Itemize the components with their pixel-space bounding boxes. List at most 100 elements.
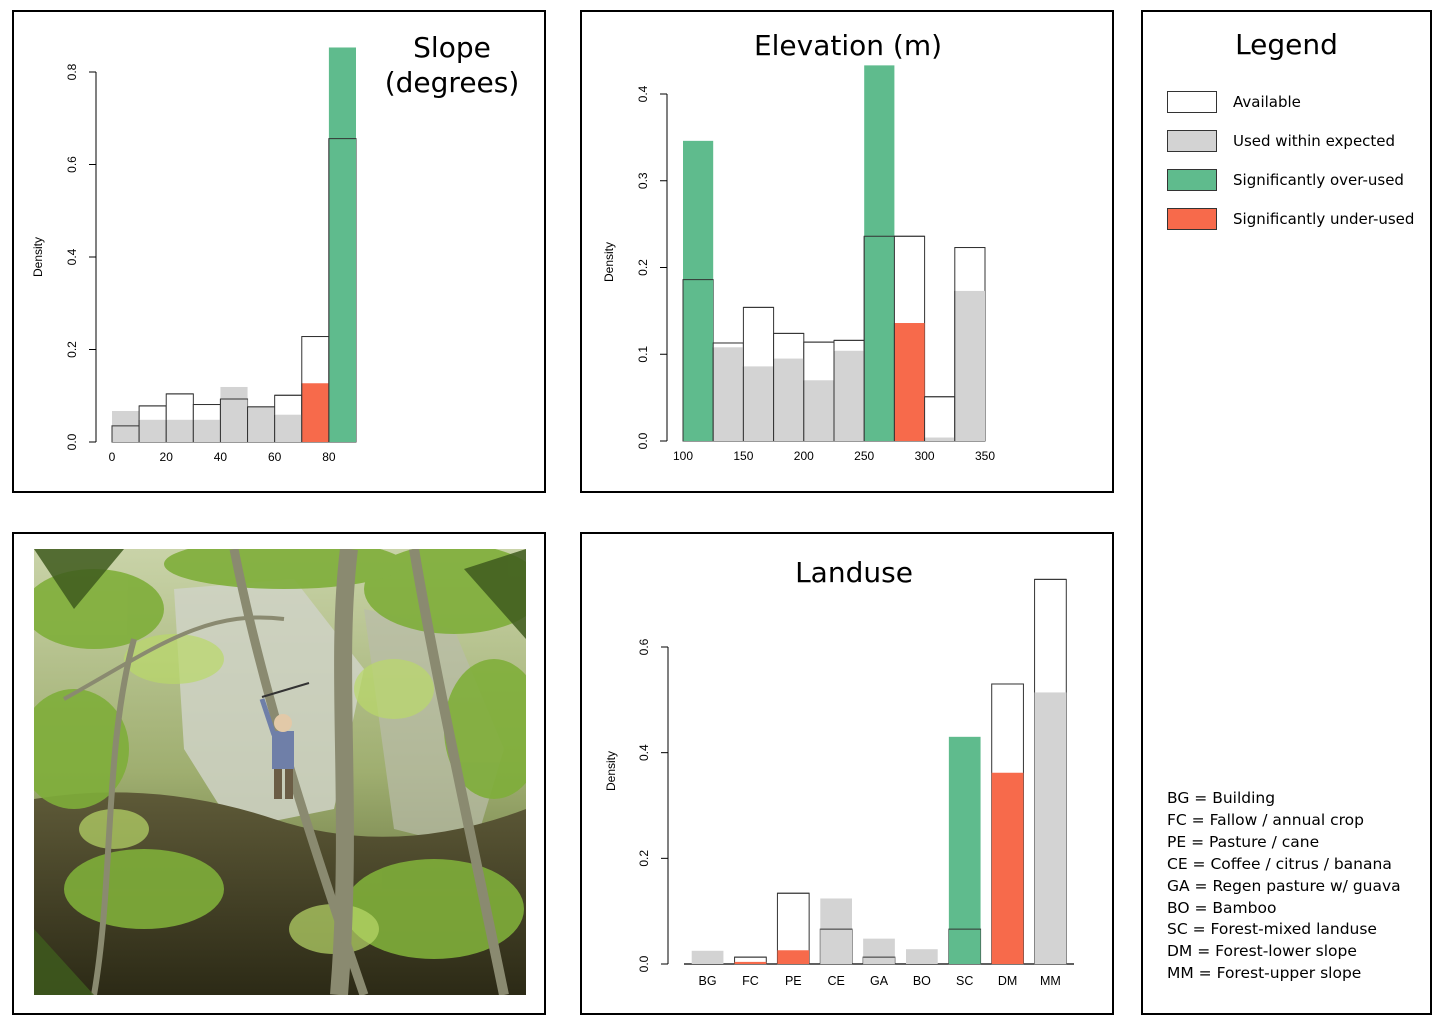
y-axis-label: Density (602, 242, 616, 282)
x-tick-label: 0 (109, 450, 116, 464)
used-bar (139, 419, 167, 442)
legend-label: Used within expected (1233, 132, 1396, 150)
chart-title: Elevation (m) (754, 29, 942, 62)
used-bar (894, 323, 925, 441)
y-tick-label: 0.2 (65, 341, 79, 358)
y-tick-label: 0.3 (636, 172, 650, 189)
used-bar (803, 380, 834, 441)
x-tick-label: 300 (915, 449, 935, 463)
y-axis-label: Density (31, 237, 45, 277)
x-tick-label: 150 (733, 449, 753, 463)
category-label: BO (913, 974, 931, 988)
chart-title: Landuse (795, 556, 913, 589)
elevation-panel: Elevation (m) 0.0 0.1 0.2 0.3 0.4 Density 100 15… (580, 10, 1114, 493)
used-bar (864, 65, 895, 441)
category-label: PE (785, 974, 802, 988)
used-bar (166, 419, 194, 442)
used-bar (734, 961, 767, 964)
x-tick-label: 80 (322, 450, 336, 464)
y-tick-label: 0.1 (636, 346, 650, 363)
used-bar (301, 383, 329, 442)
y-tick-label: 0.8 (65, 63, 79, 80)
abbreviation-item: BG = Building (1167, 789, 1276, 807)
x-tick-label: 100 (673, 449, 693, 463)
abbreviation-item: CE = Coffee / citrus / banana (1167, 854, 1392, 873)
used-bar (683, 140, 714, 441)
legend-swatch (1167, 130, 1217, 152)
y-tick-label: 0.0 (637, 955, 651, 972)
y-tick-label: 0.4 (636, 85, 650, 102)
used-bar (743, 366, 774, 441)
used-bar (820, 898, 852, 964)
category-label: MM (1040, 974, 1061, 988)
y-tick-label: 0.4 (637, 744, 651, 761)
used-bar (193, 419, 221, 442)
y-tick-label: 0.6 (637, 638, 651, 655)
y-axis-label: Density (604, 751, 618, 791)
landuse-chart: Landuse BG FC PE CE GA BO SC DM MM 0.0 0.2 0.4 0.6 Den… (604, 556, 1074, 988)
legend-label: Significantly under-used (1233, 210, 1415, 228)
x-tick-label: 60 (268, 450, 282, 464)
chart-title: Slope (413, 31, 491, 64)
elevation-chart: Elevation (m) 0.0 0.1 0.2 0.3 0.4 Density 100 15… (602, 29, 995, 463)
y-tick-label: 0.2 (637, 850, 651, 867)
used-bar (991, 772, 1024, 964)
abbreviation-item: SC = Forest-mixed landuse (1167, 920, 1377, 939)
legend-panel: Legend Available Used within expected Sign… (1141, 10, 1432, 1015)
used-bar (713, 347, 744, 441)
abbreviation-item: FC = Fallow / annual crop (1167, 810, 1364, 829)
chart-title: (degrees) (385, 66, 520, 99)
category-label: FC (742, 974, 759, 988)
abbreviation-item: PE = Pasture / cane (1167, 832, 1320, 851)
legend-item: Significantly under-used (1167, 206, 1414, 232)
legend-item: Available (1167, 89, 1301, 115)
category-label: GA (870, 974, 889, 988)
category-label: DM (998, 974, 1017, 988)
legend-swatch (1167, 169, 1217, 191)
landuse-panel: Landuse BG FC PE CE GA BO SC DM MM 0.0 0.2 0.4 0.6 Den… (580, 532, 1114, 1015)
x-tick-label: 250 (854, 449, 874, 463)
used-bar (328, 47, 356, 443)
legend-title: Legend (1235, 28, 1338, 61)
used-bar (274, 414, 302, 442)
x-tick-label: 350 (975, 449, 995, 463)
used-bar (834, 350, 865, 441)
legend-label: Significantly over-used (1233, 171, 1404, 189)
abbreviation-list: BG = Building FC = Fallow / annual crop PE… (1167, 788, 1401, 985)
category-label: SC (956, 974, 973, 988)
abbreviation-item: GA = Regen pasture w/ guava (1167, 876, 1401, 895)
used-bar (220, 386, 248, 442)
available-bar (924, 396, 956, 442)
y-tick-label: 0.4 (65, 248, 79, 265)
slope-panel: Slope (degrees) 0.0 0.2 0.4 0.6 0.8 Density 0 20 4… (12, 10, 546, 493)
legend-swatch (1167, 91, 1217, 113)
used-bar (112, 411, 140, 442)
slope-chart: Slope(degrees) 0.0 0.2 0.4 0.6 0.8 Density 0 20 4… (31, 31, 520, 464)
category-label: CE (827, 974, 844, 988)
legend-label: Available (1233, 93, 1301, 111)
used-bar (247, 406, 275, 442)
y-tick-label: 0.6 (65, 156, 79, 173)
used-bar (948, 736, 981, 964)
abbreviation-item: MM = Forest-upper slope (1167, 964, 1362, 983)
category-label: BG (699, 974, 717, 988)
x-tick-label: 20 (160, 450, 174, 464)
used-bar (924, 437, 955, 441)
used-bar (777, 950, 810, 964)
used-bar (863, 938, 895, 964)
y-tick-label: 0.2 (636, 259, 650, 276)
used-bar (773, 358, 804, 441)
x-tick-label: 200 (794, 449, 814, 463)
used-bar (954, 290, 985, 441)
forest-field-photo (34, 549, 526, 995)
used-bar (691, 950, 724, 964)
photo-panel (12, 532, 546, 1015)
y-tick-label: 0.0 (65, 433, 79, 450)
used-bar (906, 949, 938, 964)
x-tick-label: 40 (214, 450, 228, 464)
abbreviation-item: DM = Forest-lower slope (1167, 942, 1357, 961)
abbreviation-item: BO = Bamboo (1167, 898, 1277, 917)
used-bar (1034, 692, 1067, 964)
legend-swatch (1167, 208, 1217, 230)
legend-item: Used within expected (1167, 128, 1395, 154)
